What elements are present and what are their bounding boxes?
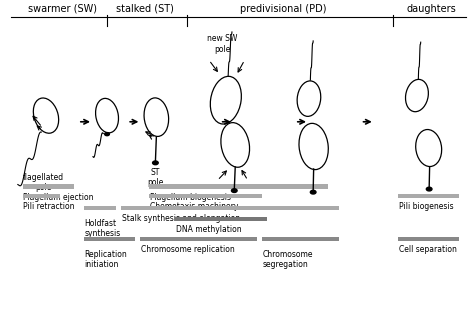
Bar <box>149 184 328 189</box>
Circle shape <box>231 189 237 192</box>
Text: Flagellum biogenesis: Flagellum biogenesis <box>150 193 231 202</box>
Circle shape <box>153 161 158 165</box>
Text: flagellated
pole: flagellated pole <box>23 173 64 192</box>
Text: predivisional (PD): predivisional (PD) <box>240 4 327 14</box>
Text: Chromosome
segregation: Chromosome segregation <box>263 250 313 269</box>
Text: DNA methylation: DNA methylation <box>176 225 242 234</box>
Text: Holdfast
synthesis: Holdfast synthesis <box>84 219 121 239</box>
Text: Chemotaxis machinery: Chemotaxis machinery <box>150 202 238 211</box>
Text: Chromosome replication: Chromosome replication <box>141 245 235 254</box>
Bar <box>149 194 262 198</box>
Text: Cell separation: Cell separation <box>399 245 457 254</box>
Text: swarmer (SW): swarmer (SW) <box>28 4 97 14</box>
Text: Pili retraction: Pili retraction <box>23 202 75 211</box>
Text: new SW
pole: new SW pole <box>207 34 237 54</box>
Text: stalked (ST): stalked (ST) <box>116 4 173 14</box>
Text: Replication
initiation: Replication initiation <box>84 250 127 269</box>
Text: Flagellum ejection: Flagellum ejection <box>23 193 94 202</box>
Bar <box>398 237 459 241</box>
Circle shape <box>105 133 109 136</box>
Bar <box>83 237 135 241</box>
Bar <box>121 206 339 210</box>
Circle shape <box>426 187 432 191</box>
Bar <box>398 194 459 198</box>
Text: ST
pole: ST pole <box>147 168 164 187</box>
Text: Pili biogenesis: Pili biogenesis <box>399 202 454 211</box>
Circle shape <box>310 190 316 194</box>
Bar <box>140 237 257 241</box>
Bar <box>23 184 74 189</box>
Bar <box>23 194 60 198</box>
Bar <box>83 206 117 210</box>
Text: daughters: daughters <box>406 4 456 14</box>
Text: Stalk synthesis and elongation: Stalk synthesis and elongation <box>122 214 240 223</box>
Bar <box>262 237 339 241</box>
Bar <box>175 217 267 221</box>
